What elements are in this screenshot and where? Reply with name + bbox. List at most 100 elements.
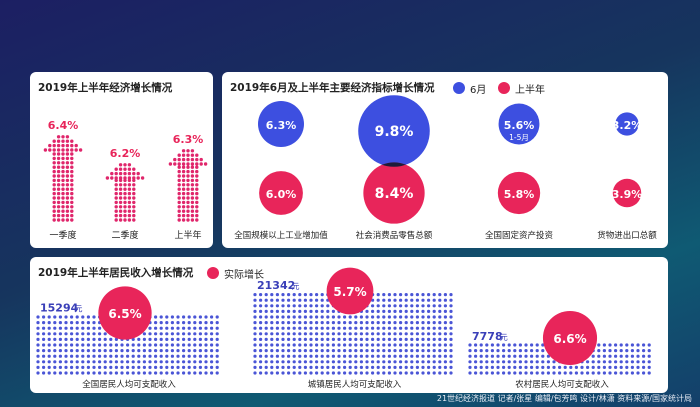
income-dot [443, 343, 447, 347]
income-dot [92, 321, 96, 325]
income-dot [292, 332, 296, 336]
income-dot [399, 365, 403, 369]
income-dot [165, 360, 169, 364]
income-dot [58, 349, 62, 353]
arrow-dot [127, 163, 132, 167]
income-dot [81, 321, 85, 325]
arrow-dot [177, 174, 181, 178]
credit-line: 21世纪经济报道 记者/张星 编辑/包芳鸣 设计/林潇 资料来源/国家统计局 [436, 394, 692, 403]
income-dot [215, 343, 219, 347]
income-dot [275, 309, 279, 313]
income-dot [371, 304, 375, 308]
income-dot [298, 354, 302, 358]
income-dot [630, 365, 635, 369]
arrow-dot [65, 169, 70, 174]
income-dot [198, 365, 202, 369]
income-dot [608, 343, 612, 347]
arrow-dot [118, 167, 123, 171]
income-dot [47, 315, 51, 319]
income-dot [75, 332, 79, 336]
income-dot [215, 349, 219, 353]
h1-bubble [259, 171, 303, 215]
income-dot [165, 343, 169, 347]
income-dot [524, 349, 528, 353]
legend-june-label: 6月 [470, 85, 487, 96]
income-dot [387, 332, 391, 336]
income-dot [382, 315, 386, 319]
income-dot [86, 315, 90, 319]
arrow-dot [70, 187, 74, 191]
income-dot [114, 365, 118, 369]
income-dot [81, 326, 85, 330]
income-dot [187, 371, 191, 375]
arrow-dot [56, 209, 61, 213]
income-dot [558, 365, 562, 369]
income-dot [331, 337, 335, 341]
income-dot [98, 326, 102, 330]
income-dot [518, 360, 522, 364]
arrow-dot [65, 152, 70, 156]
income-dot [275, 326, 279, 330]
income-dot [404, 360, 408, 364]
income-dot [42, 354, 46, 358]
gdp-value-label: 6.4% [48, 119, 79, 132]
income-dot [170, 326, 174, 330]
income-dot [404, 371, 408, 375]
income-dot [376, 326, 380, 330]
income-dot [337, 360, 341, 364]
income-dot [502, 354, 506, 358]
income-dot [343, 343, 347, 347]
income-dot [187, 360, 191, 364]
income-dot [298, 343, 302, 347]
income-dot [432, 354, 436, 358]
income-panel: 2019年上半年居民收入增长情况 实际增长 15294 元 6.5% 全国居民人均可支… [30, 257, 668, 393]
income-dot [348, 343, 352, 347]
income-dot [36, 371, 40, 375]
income-dot [92, 332, 96, 336]
income-dot [210, 365, 214, 369]
income-dot [399, 309, 403, 313]
legend-h1-swatch [498, 82, 510, 94]
june-bubble [615, 112, 639, 136]
income-dot [354, 315, 358, 319]
arrow-dot [56, 152, 61, 156]
income-dot [92, 326, 96, 330]
arrow-dot [114, 187, 118, 191]
arrow-dot [195, 169, 199, 174]
income-dot [47, 326, 51, 330]
income-dot [298, 321, 302, 325]
arrow-dot [177, 191, 181, 196]
income-dot [142, 337, 146, 341]
june-value-label: 5.6% [504, 119, 535, 132]
income-dot [198, 360, 202, 364]
income-dot [298, 360, 302, 364]
income-dot [365, 332, 369, 336]
arrow-dot [190, 213, 195, 218]
income-dot [421, 337, 425, 341]
income-dot [36, 365, 40, 369]
income-dot [619, 343, 623, 347]
income-dot [303, 365, 307, 369]
income-dot [371, 360, 375, 364]
arrow-dot [61, 161, 65, 165]
income-dot [154, 343, 158, 347]
income-dot [64, 349, 68, 353]
income-dot [275, 343, 279, 347]
income-dot [165, 315, 169, 319]
income-dot [58, 371, 62, 375]
income-dot [58, 337, 62, 341]
income-dot [530, 365, 534, 369]
income-dot [70, 337, 74, 341]
arrow-dot [190, 153, 195, 157]
income-dot [303, 349, 307, 353]
income-dot [126, 354, 130, 358]
income-dot [443, 365, 447, 369]
arrow-dot [177, 209, 181, 213]
income-dot [159, 349, 163, 353]
income-dot [359, 371, 363, 375]
income-dot [449, 321, 453, 325]
income-dot [281, 304, 285, 308]
income-dot [159, 315, 163, 319]
income-dot [47, 365, 51, 369]
june-note-label: 1-5月 [509, 133, 529, 142]
